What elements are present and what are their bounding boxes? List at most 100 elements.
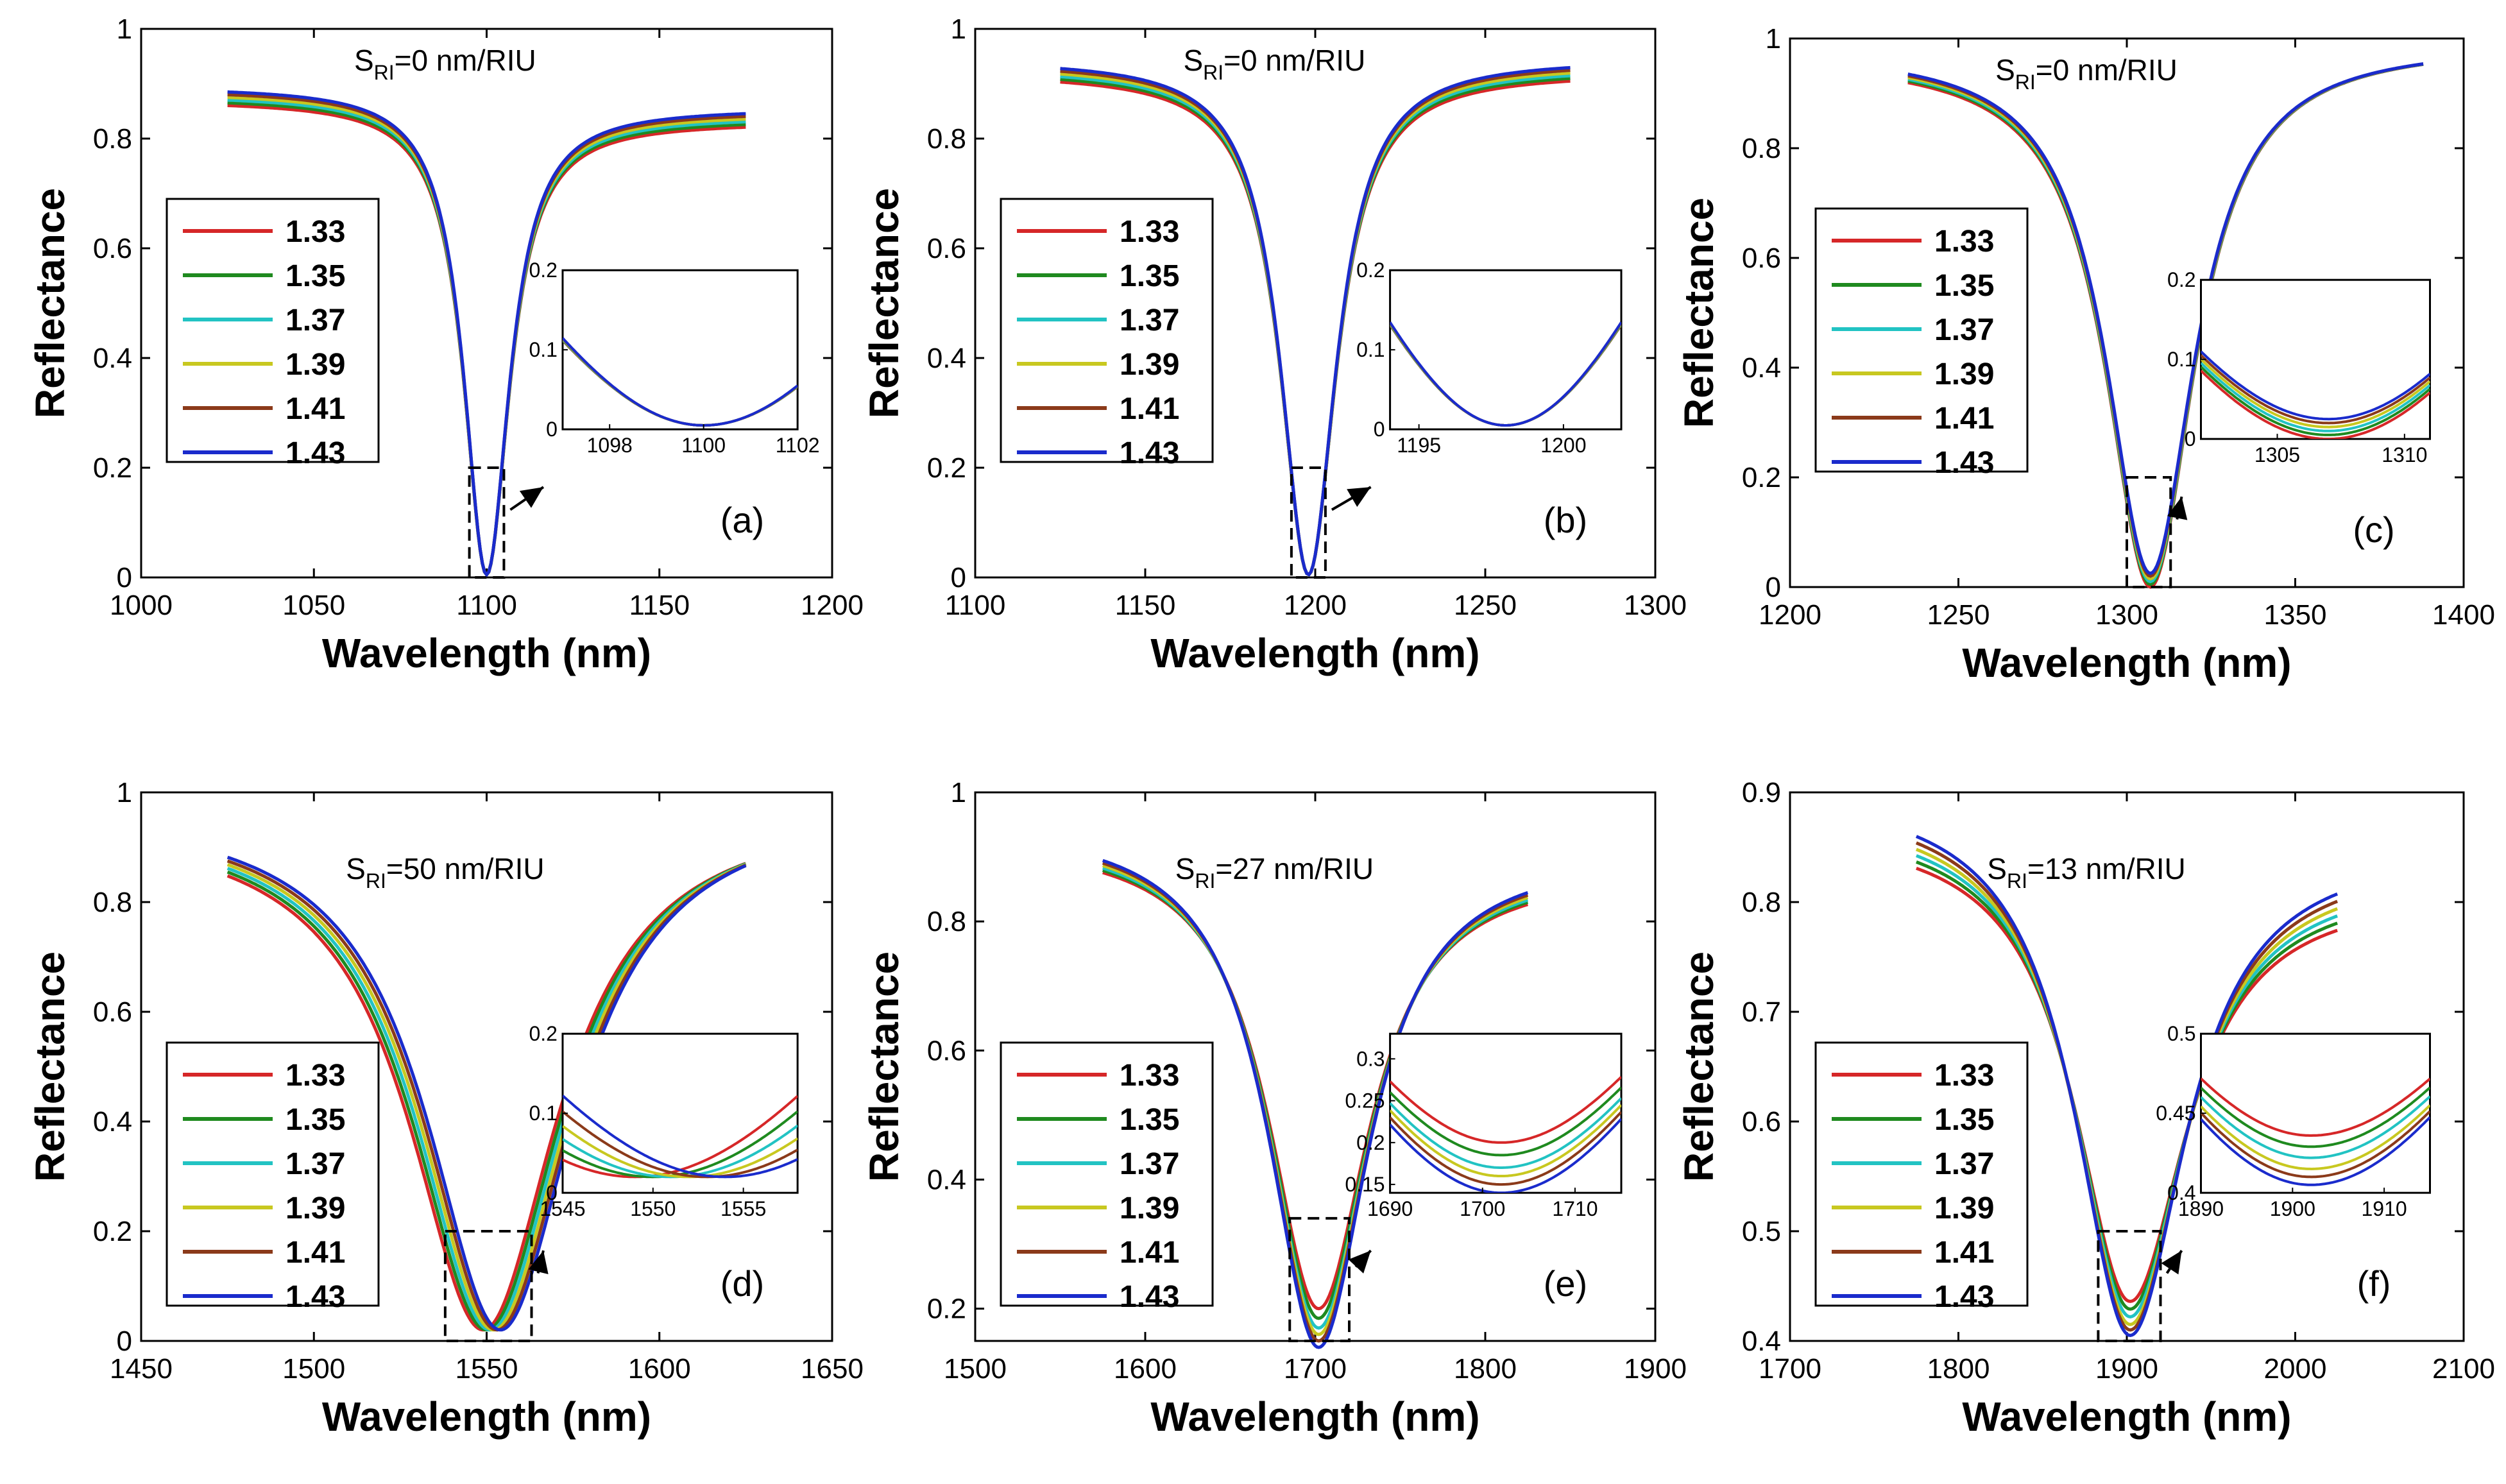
y-tick-label: 0.2 [93,1216,132,1247]
y-tick-label: 1 [117,777,132,808]
x-axis-label: Wavelength (nm) [1962,640,2291,686]
x-tick-label: 1350 [2264,599,2327,631]
inset-y-tick-label: 0.2 [1356,259,1385,282]
legend-label: 1.37 [1120,1147,1179,1181]
series-line-1-41 [1915,841,2339,1332]
inset-x-tick-label: 1305 [2255,443,2300,466]
inset-frame [561,269,799,431]
sensitivity-annotation: SRI=27 nm/RIU [1175,852,1374,892]
y-axis-label: Reflectance [27,188,73,418]
y-tick-label: 1 [1766,23,1781,55]
zoom-box [468,466,506,579]
inset-chart: 1305 1310 0 0.1 0.2 [2167,268,2431,466]
annotation-symbol: S [1175,852,1195,885]
inset-frame [2200,1032,2431,1194]
x-tick-label: 2100 [2432,1353,2495,1385]
legend-label: 1.41 [286,1236,345,1270]
x-axis-label: Wavelength (nm) [1150,1394,1479,1440]
legend-label: 1.43 [286,1280,345,1314]
legend-label: 1.43 [1934,446,1994,480]
legend-label: 1.41 [1934,402,1994,436]
y-tick-label: 0.7 [1742,996,1781,1028]
y-tick-label: 0.4 [1742,1326,1781,1357]
y-tick-label: 1 [117,13,132,45]
y-tick-label: 0.8 [1742,133,1781,164]
y-tick-label: 0.8 [1742,887,1781,918]
annotation-subscript: RI [374,61,395,84]
inset-y-tick-label: 0 [2185,427,2196,450]
zoom-arrow-head [528,1250,549,1274]
x-tick-label: 1250 [1927,599,1990,631]
legend-label: 1.41 [1120,1236,1179,1270]
chart-panel-4: 1500 1600 1700 1800 1900 0.2 0.4 0.6 0.8 1 Wavelen… [861,777,1687,1440]
panel-label: (a) [720,500,764,540]
x-tick-label: 1400 [2432,599,2495,631]
legend-label: 1.43 [286,436,345,470]
inset-series-line-1-41 [2201,1110,2430,1179]
legend-label: 1.35 [286,259,345,293]
x-tick-label: 1650 [801,1353,864,1385]
inset-series-line-1-35 [2201,1086,2430,1148]
inset-series-line-1-39 [1390,1104,1622,1177]
y-axis-label: Reflectance [1676,951,1722,1182]
inset-frame [561,1032,799,1194]
legend-box [1814,207,2029,473]
inset-y-tick-label: 0.2 [2167,268,2195,291]
y-tick-label: 0.6 [93,233,132,264]
inset-x-tick-label: 1102 [776,434,820,457]
x-tick-label: 2000 [2264,1353,2327,1385]
legend-label: 1.33 [286,215,345,249]
x-tick-label: 1000 [110,590,173,621]
inset-x-tick-label: 1900 [2270,1197,2315,1220]
series-line-1-43 [1060,65,1571,577]
inset-x-tick-label: 1555 [720,1197,766,1220]
legend-label: 1.33 [1120,1059,1179,1093]
inset-chart: 1098 1100 1102 0 0.1 0.2 [529,259,819,457]
y-tick-label: 1 [951,777,966,808]
x-tick-label: 1500 [944,1353,1007,1385]
sensitivity-annotation: SRI=0 nm/RIU [1995,53,2178,94]
inset-series-line-1-37 [1390,1097,1622,1169]
inset-y-tick-label: 0.1 [529,338,557,361]
y-tick-label: 0.4 [93,1106,132,1138]
legend-box [1000,198,1214,463]
x-tick-label: 1250 [1454,590,1517,621]
legend-label: 1.33 [1120,215,1179,249]
x-tick-label: 1900 [2095,1353,2158,1385]
inset-x-tick-label: 1545 [540,1197,585,1220]
legend-label: 1.41 [286,392,345,426]
annotation-value: =0 nm/RIU [395,44,536,77]
inset-y-tick-label: 0.45 [2156,1102,2195,1125]
legend-label: 1.33 [1934,225,1994,259]
y-tick-label: 0.6 [1742,243,1781,274]
x-tick-label: 1150 [1115,590,1176,621]
series-line-1-37 [1916,854,2338,1318]
inset-series-line-1-35 [1390,1086,1622,1157]
x-tick-label: 1100 [945,590,1006,621]
x-axis-label: Wavelength (nm) [322,630,651,676]
series-line-1-41 [226,859,747,1332]
legend-label: 1.39 [1120,348,1179,382]
series-line-1-43 [1915,835,2339,1337]
y-tick-label: 0.6 [927,1035,966,1066]
y-axis-label: Reflectance [27,951,73,1182]
zoom-arrow-head [1348,1250,1371,1274]
panel-label: (b) [1544,500,1587,540]
inset-series-line-1-33 [2201,1077,2430,1137]
annotation-symbol: S [1183,44,1203,77]
zoom-arrow-head [2167,497,2188,520]
x-tick-label: 1450 [110,1353,173,1385]
x-axis-label: Wavelength (nm) [1150,630,1479,676]
series-line-1-35 [1916,860,2338,1311]
legend-label: 1.41 [1120,392,1179,426]
inset-x-tick-label: 1100 [681,434,726,457]
y-tick-label: 0.6 [93,996,132,1028]
inset-y-tick-label: 0.15 [1345,1173,1385,1196]
y-tick-label: 0.2 [93,452,132,484]
legend-label: 1.39 [286,1191,345,1225]
inset-x-tick-label: 1700 [1460,1197,1505,1220]
inset-series-line-1-43 [1390,1118,1622,1193]
series-line-1-33 [1916,866,2338,1303]
panel-label: (e) [1544,1263,1587,1304]
inset-series-line-1-43 [562,337,798,427]
